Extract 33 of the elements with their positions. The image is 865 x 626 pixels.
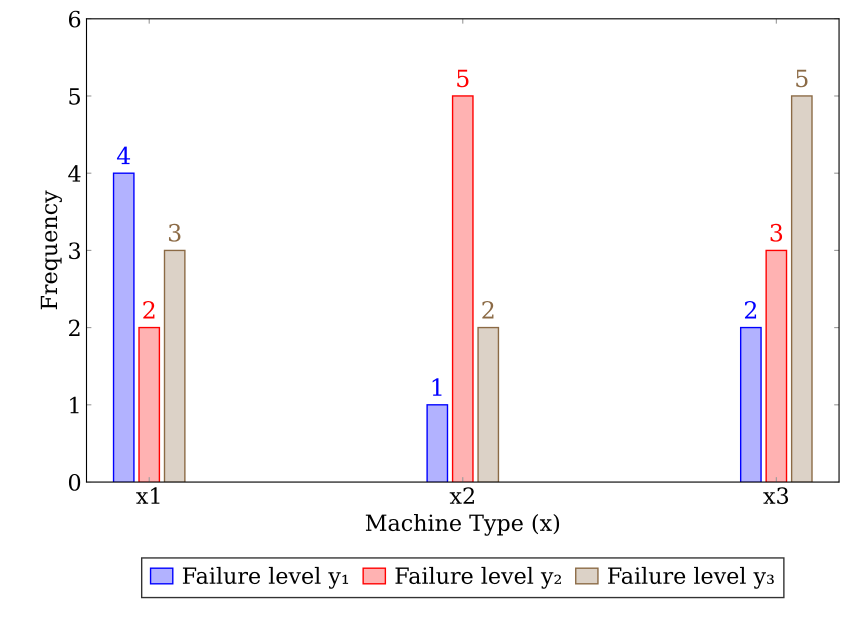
y-tick-label: 4 — [68, 165, 81, 182]
y-tick-label: 2 — [69, 320, 80, 336]
y-tick-label: 1 — [70, 396, 78, 414]
y-tick-label: 3 — [69, 242, 80, 260]
data-label: 2 — [744, 301, 756, 319]
y-tick-label: 6 — [68, 10, 80, 28]
legend-label: Failure level y₃ — [608, 566, 774, 589]
legend-label: Failure level y₁ — [182, 566, 348, 589]
bar — [765, 250, 788, 482]
data-label: 5 — [457, 70, 468, 88]
x-axis-title: Machine Type (x) — [366, 514, 560, 536]
bar — [477, 326, 500, 482]
bar — [790, 95, 813, 482]
bar — [164, 250, 186, 482]
x-tick-label: x1 — [136, 487, 160, 504]
bar — [452, 95, 474, 482]
data-label: 5 — [796, 70, 808, 88]
y-tick-label: 0 — [68, 474, 80, 491]
bar — [426, 404, 448, 482]
legend-label: Failure level y₂ — [395, 566, 561, 589]
x-tick-label: x2 — [450, 487, 474, 504]
data-label: 2 — [482, 301, 494, 319]
data-label: 3 — [770, 224, 782, 242]
y-tick-label: 5 — [69, 88, 80, 105]
bar — [112, 172, 135, 482]
data-label: 3 — [168, 224, 180, 242]
data-label: 4 — [116, 146, 130, 164]
data-label: 2 — [143, 301, 154, 319]
x-tick-label: x3 — [763, 487, 788, 504]
bar — [138, 326, 160, 482]
bar — [740, 326, 762, 482]
data-label: 1 — [432, 378, 442, 396]
y-axis-title: Frequency — [40, 190, 62, 310]
